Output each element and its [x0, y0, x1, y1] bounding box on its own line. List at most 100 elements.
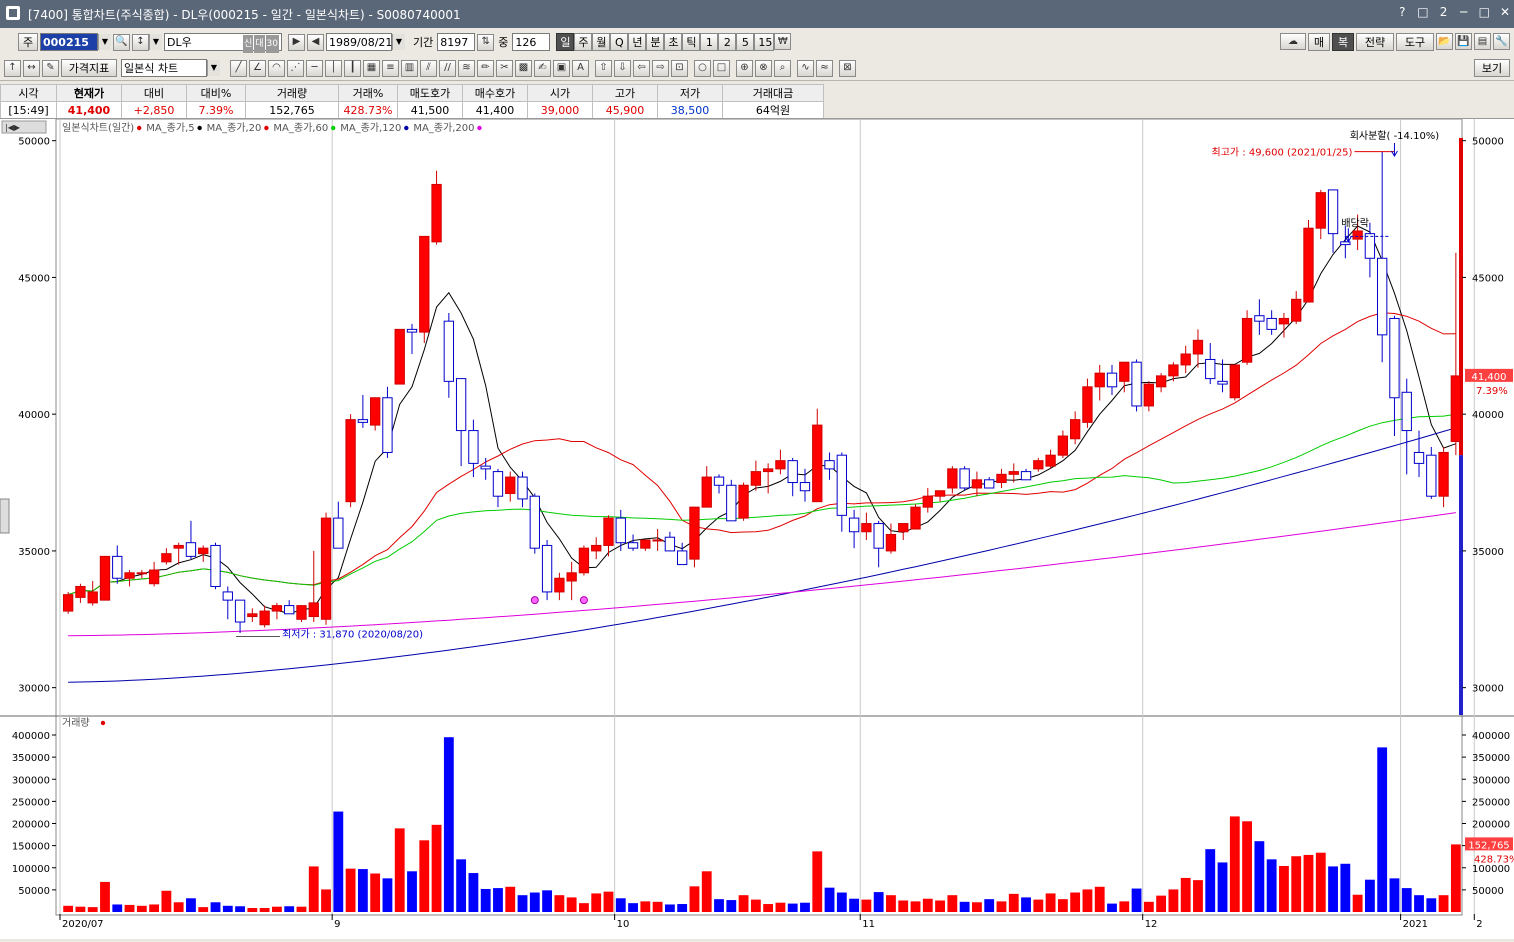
restore-small-icon[interactable]: □ [1417, 5, 1429, 19]
circle-icon[interactable]: ○ [694, 59, 711, 77]
text-icon[interactable]: A [572, 59, 589, 77]
market-select[interactable]: 주 [18, 33, 38, 51]
period-second-button[interactable]: 초 [664, 33, 683, 51]
rectangle-icon[interactable]: □ [713, 59, 730, 77]
ma-line [67, 225, 1457, 614]
arrow-down-icon[interactable]: ⇩ [614, 59, 631, 77]
erase-icon[interactable]: ⊠ [839, 59, 856, 77]
zoom-tools-icon[interactable]: ⊗ [755, 59, 772, 77]
arc-icon[interactable]: ◠ [268, 59, 285, 77]
text-edit-icon[interactable]: ✍ [534, 59, 551, 77]
pencil-icon[interactable]: ✏ [477, 59, 494, 77]
date-dropdown-icon[interactable]: ▼ [392, 34, 405, 50]
period-year-button[interactable]: 년 [628, 33, 647, 51]
volume-bar [1315, 852, 1326, 912]
quote-header: 시각 [0, 84, 57, 102]
period-day-button[interactable]: 일 [556, 33, 575, 51]
channel-icon[interactable]: ⫽ [420, 59, 437, 77]
print-icon[interactable]: ▤ [1474, 33, 1491, 50]
minimize-icon[interactable]: ─ [1459, 5, 1468, 19]
expand-icon[interactable]: ↔ [23, 59, 40, 77]
chart-type-select[interactable]: 일본식 차트 [121, 59, 207, 77]
strategy-button[interactable]: 전략 [1356, 33, 1394, 51]
cloud-icon[interactable]: ☁ [1280, 33, 1306, 50]
candle-body [259, 610, 270, 626]
arrow-up-icon[interactable]: ⇧ [595, 59, 612, 77]
up-arrow-icon[interactable]: ↑ [4, 59, 21, 77]
candle-body [284, 605, 295, 615]
app-icon [6, 6, 20, 20]
arrow-left-icon[interactable]: ⇦ [633, 59, 650, 77]
tools-button[interactable]: 도구 [1396, 33, 1434, 51]
parallel-lines-icon[interactable]: // [439, 59, 456, 77]
period-spin-icon[interactable]: ⇅ [477, 33, 495, 51]
candle-body [394, 328, 405, 385]
chart-area[interactable]: |◀▶ 일본식차트(일간) MA_종가,5 MA_종가,20 MA_종가,60 MA_종… [0, 118, 1514, 939]
fan-icon[interactable]: ⋰ [287, 59, 304, 77]
interval-custom-icon[interactable]: ₩ [774, 33, 792, 50]
trendline-icon[interactable]: ╱ [230, 59, 247, 77]
fibonacci-icon[interactable]: ▥ [401, 59, 418, 77]
candle-body [1364, 233, 1376, 259]
count-input[interactable]: 126 [512, 33, 551, 51]
angle-line-icon[interactable]: ∠ [249, 59, 266, 77]
candle-body [419, 235, 430, 333]
horizontal-grid-icon[interactable]: ≡ [382, 59, 399, 77]
arrow-right-icon[interactable]: ⇨ [652, 59, 669, 77]
vertical-line-icon[interactable]: │ [325, 59, 342, 77]
grid-lines-icon[interactable]: ▦ [363, 59, 380, 77]
price-indicator-button[interactable]: 가격지표 [61, 59, 117, 77]
multi-button[interactable]: 복 [1332, 33, 1354, 51]
magnifier-icon[interactable]: ⌕ [774, 59, 791, 77]
color-icon[interactable]: ▩ [515, 59, 532, 77]
date-input[interactable]: 1989/08/21 [326, 33, 392, 51]
maximize-icon[interactable]: □ [1478, 5, 1490, 19]
speed-line-icon[interactable]: ≋ [458, 59, 475, 77]
stock-name-field[interactable]: DL우 신 대 30 [164, 33, 282, 53]
horizontal-line-icon[interactable]: ─ [306, 59, 323, 77]
period-month-button[interactable]: 월 [592, 33, 611, 51]
stock-code-input[interactable]: 000215 [40, 33, 98, 51]
help-icon[interactable]: ? [1399, 5, 1406, 19]
interval-2-button[interactable]: 2 [718, 33, 737, 51]
zoom-icon[interactable]: ⊕ [736, 59, 753, 77]
callout-icon[interactable]: ⊡ [671, 59, 688, 77]
settings-icon[interactable]: 🔧 [1493, 33, 1510, 50]
edit-icon[interactable]: ✎ [42, 59, 59, 77]
sort-dropdown-icon[interactable]: ▼ [149, 34, 162, 50]
cross-tools-icon[interactable]: ✂ [496, 59, 513, 77]
folder-open-icon[interactable]: 📂 [1436, 33, 1453, 50]
volume-axis-label-right: 100000 [1472, 864, 1510, 875]
back-icon[interactable]: ◀ [307, 33, 324, 51]
wave-icon[interactable]: ∿ [797, 59, 814, 77]
cycle-lines-icon[interactable]: ┃ [344, 59, 361, 77]
period-tick-button[interactable]: 틱 [682, 33, 701, 51]
volume-bar [664, 904, 675, 912]
period-week-button[interactable]: 주 [574, 33, 593, 51]
interval-15-button[interactable]: 15 [754, 33, 775, 51]
quote-header: 대비 [121, 84, 187, 102]
quote-header: 매도호가 [397, 84, 463, 102]
chart-svg[interactable]: |◀▶ 일본식차트(일간) MA_종가,5 MA_종가,20 MA_종가,60 MA_종… [0, 118, 1514, 939]
close-icon[interactable]: ✕ [1499, 5, 1510, 19]
volume-bar [480, 888, 491, 912]
screen-number[interactable]: 2 [1439, 5, 1448, 19]
volume-bar [1254, 841, 1265, 912]
period-quarter-button[interactable]: Q [610, 33, 629, 51]
play-icon[interactable]: ▶ [288, 33, 305, 51]
sort-icon[interactable]: ↕ [132, 33, 149, 51]
view-button[interactable]: 보기 [1474, 59, 1510, 77]
save-icon[interactable]: 💾 [1455, 33, 1472, 50]
image-icon[interactable]: ▣ [553, 59, 570, 77]
order-button[interactable]: 매 [1308, 33, 1330, 51]
chart-type-dropdown-icon[interactable]: ▼ [207, 60, 220, 76]
search-icon[interactable]: 🔍 [113, 33, 130, 51]
volume-bar [775, 902, 786, 912]
interval-1-button[interactable]: 1 [700, 33, 719, 51]
interval-5-button[interactable]: 5 [736, 33, 755, 51]
period-minute-button[interactable]: 분 [646, 33, 665, 51]
wave2-icon[interactable]: ≈ [816, 59, 833, 77]
code-dropdown-icon[interactable]: ▼ [98, 34, 111, 50]
volume-axis-label-left: 50000 [18, 886, 50, 897]
period-input[interactable]: 8197 [437, 33, 476, 51]
